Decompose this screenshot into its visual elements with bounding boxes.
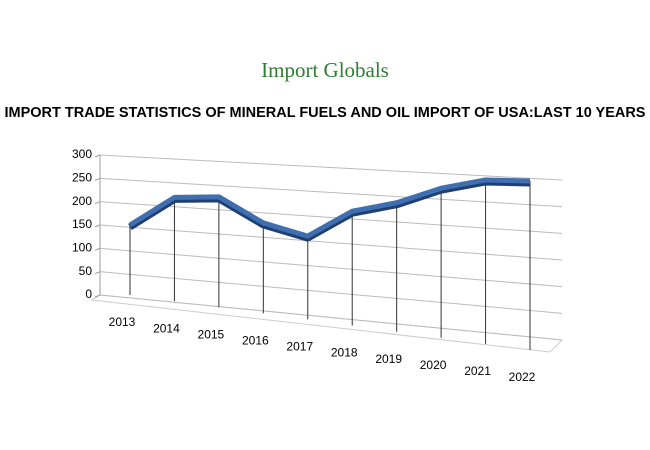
y-tick-label: 100 (72, 241, 92, 255)
y-tick-label: 150 (72, 217, 92, 231)
x-tick-label: 2017 (286, 340, 313, 354)
x-tick-label: 2018 (331, 346, 358, 360)
x-tick-label: 2021 (464, 364, 491, 378)
y-tick-label: 200 (72, 194, 92, 208)
y-tick-label: 50 (79, 264, 93, 278)
grid-line (99, 154, 563, 181)
logo: Import Globals (261, 58, 389, 82)
y-tick-label: 0 (85, 287, 92, 301)
grid-line (99, 177, 563, 208)
grid-line (99, 271, 563, 314)
tick-mark (94, 247, 101, 251)
x-tick-label: 2016 (242, 334, 269, 348)
tick-mark (94, 201, 101, 205)
grid-line (99, 294, 563, 341)
grid-line (99, 224, 563, 261)
grid-line (99, 247, 563, 288)
tick-mark (94, 271, 101, 275)
chart-title: IMPORT TRADE STATISTICS OF MINERAL FUELS… (5, 105, 646, 121)
x-tick-label: 2019 (375, 352, 402, 366)
tick-mark (94, 294, 101, 298)
tick-mark (94, 154, 101, 158)
tick-mark (94, 224, 101, 228)
x-tick-label: 2022 (509, 370, 536, 384)
tick-mark (94, 177, 101, 181)
x-tick-label: 2013 (109, 315, 136, 329)
x-tick-label: 2015 (198, 327, 225, 341)
line-shadow (128, 178, 531, 242)
y-tick-label: 250 (72, 171, 92, 185)
line (128, 177, 531, 239)
x-tick-label: 2020 (420, 358, 447, 372)
grid-line (99, 201, 563, 234)
x-tick-label: 2014 (153, 321, 180, 335)
y-tick-label: 300 (72, 147, 92, 161)
